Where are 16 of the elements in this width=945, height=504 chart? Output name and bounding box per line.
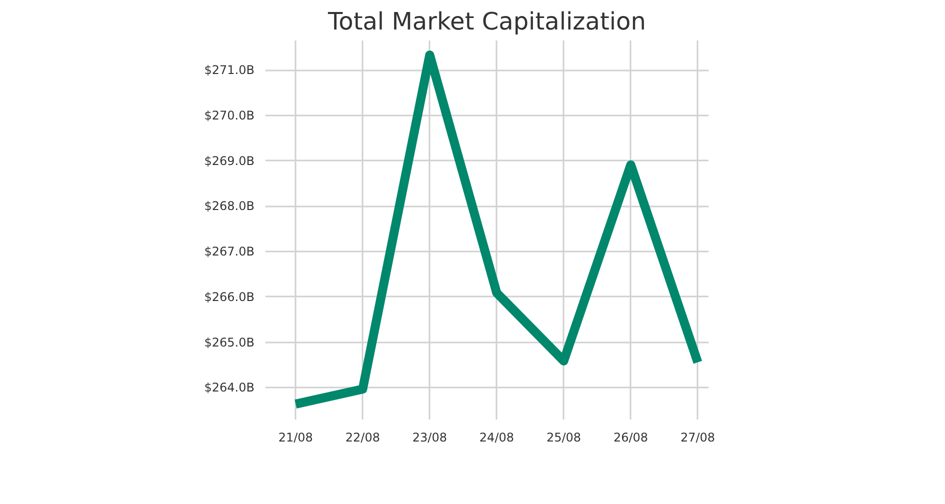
y-tick-label: $269.0B	[204, 154, 255, 168]
y-tick-label: $265.0B	[204, 335, 255, 350]
y-tick-label: $264.0B	[204, 380, 255, 395]
x-tick-label: 26/08	[613, 430, 648, 444]
x-tick-label: 27/08	[680, 430, 716, 444]
x-tick-label: 24/08	[479, 430, 514, 444]
y-tick-label: $268.0B	[204, 199, 255, 214]
x-tick-label: 25/08	[546, 430, 582, 444]
y-tick-label: $270.0B	[204, 108, 255, 122]
y-tick-label: $266.0B	[204, 290, 255, 304]
x-tick-label: 23/08	[412, 430, 447, 444]
y-tick-label: $271.0B	[204, 63, 255, 78]
y-tick-label: $267.0B	[204, 244, 255, 259]
chart-title: Total Market Capitalization	[327, 8, 646, 36]
x-tick-label: 21/08	[278, 430, 313, 444]
x-tick-label: 22/08	[345, 430, 380, 444]
